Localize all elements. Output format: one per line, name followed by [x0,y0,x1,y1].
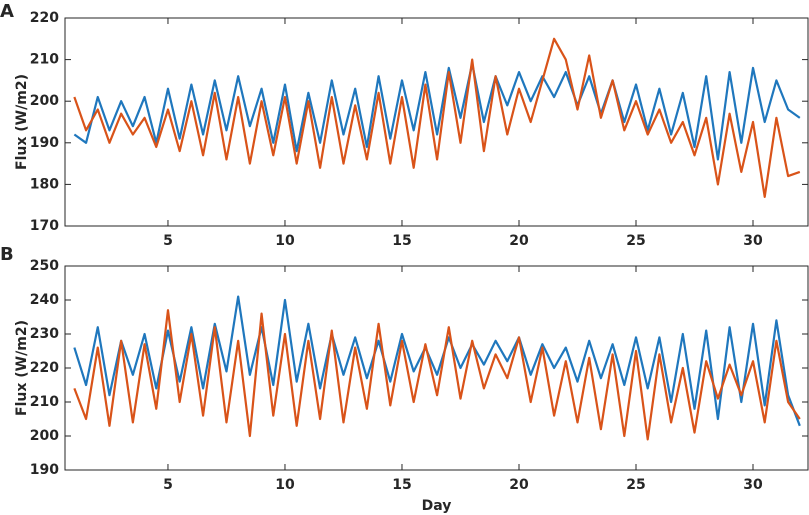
x-tick-label: 5 [163,233,173,249]
plot-frame [64,17,809,227]
x-tick-label: 5 [163,477,173,493]
x-tick-label: 15 [392,233,411,249]
x-tick-label: 10 [275,477,295,493]
y-tick-label: 220 [30,360,59,376]
panel-label: A [0,1,14,22]
y-tick-label: 200 [30,93,59,109]
x-tick-label: 15 [392,477,411,493]
plot-frame [64,265,809,471]
x-tick-label: 20 [509,477,529,493]
y-tick-label: 230 [30,326,59,342]
panel-label: B [0,244,14,265]
series-line [73,62,801,161]
series-line [73,295,801,427]
x-axis-label: Day [422,498,452,514]
y-tick-label: 210 [30,52,59,68]
series-line [73,37,801,198]
y-tick-label: 220 [30,10,59,26]
y-tick-label: 210 [30,394,59,410]
y-tick-label: 190 [30,135,59,151]
y-tick-label: 200 [30,428,59,444]
series-line [73,309,801,441]
y-axis-label: Flux (W/m2) [14,320,30,416]
y-tick-label: 250 [30,258,59,274]
x-tick-label: 20 [509,233,529,249]
y-tick-label: 240 [30,292,59,308]
x-tick-label: 25 [626,233,645,249]
y-tick-label: 190 [30,462,59,478]
y-tick-label: 170 [30,218,59,234]
x-tick-label: 25 [626,477,645,493]
y-axis-label: Flux (W/m2) [14,74,30,170]
x-tick-label: 10 [275,233,295,249]
x-tick-label: 30 [743,477,763,493]
x-tick-label: 30 [743,233,763,249]
y-tick-label: 180 [30,176,59,192]
